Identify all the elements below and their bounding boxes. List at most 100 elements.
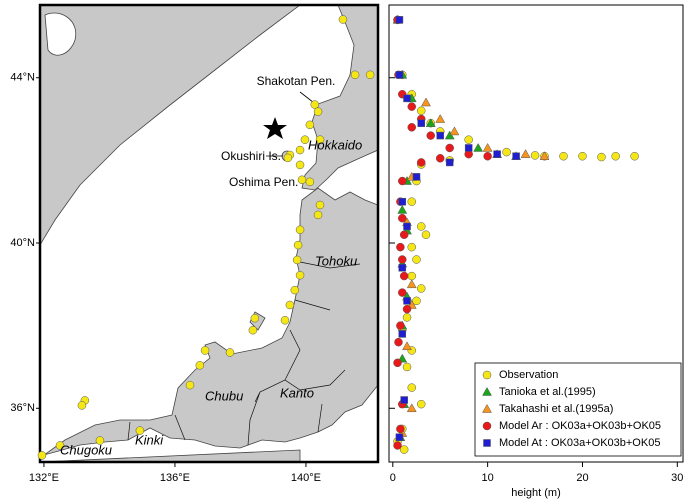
marker (248, 325, 258, 335)
marker (597, 152, 606, 162)
annotation: Tohoku (315, 253, 357, 268)
marker (406, 403, 417, 413)
marker (630, 151, 639, 161)
marker (55, 441, 65, 450)
plot-frame (388, 4, 684, 463)
marker (407, 271, 417, 281)
x-tick-label: 136°E (160, 472, 190, 484)
marker (350, 70, 360, 80)
marker (482, 421, 492, 431)
marker (400, 396, 408, 404)
marker (295, 270, 305, 280)
marker (195, 361, 205, 370)
marker (406, 279, 417, 289)
marker (412, 255, 421, 264)
x-tick-label: 140°E (291, 472, 321, 484)
annotation: Oshima Pen. (229, 175, 298, 189)
marker (305, 177, 315, 187)
legend-label: Tanioka et al.(1995) (499, 386, 596, 398)
marker (407, 123, 417, 132)
marker (395, 71, 404, 79)
marker (435, 114, 446, 123)
marker (396, 424, 405, 434)
marker (483, 439, 491, 447)
marker (416, 158, 426, 167)
marker (293, 240, 303, 250)
marker (502, 147, 511, 157)
marker (530, 151, 540, 160)
marker (338, 15, 348, 24)
marker (403, 297, 411, 305)
marker (396, 321, 405, 330)
marker (399, 271, 409, 281)
marker (398, 176, 407, 186)
marker (493, 150, 501, 158)
marker (399, 445, 409, 454)
annotation: Hokkaido (308, 137, 362, 152)
annotation: Shakotan Pen. (257, 74, 336, 88)
marker (402, 313, 412, 322)
marker (426, 131, 435, 140)
marker (283, 153, 293, 163)
plot-points (392, 14, 639, 454)
legend-box (474, 362, 682, 457)
marker (539, 151, 550, 160)
marker (200, 346, 210, 355)
marker (416, 106, 426, 116)
marker (295, 160, 305, 170)
marker (402, 341, 412, 351)
legend-label: Observation (499, 369, 558, 381)
marker (482, 403, 492, 413)
x-tick-label: 20 (576, 472, 588, 484)
marker (412, 296, 421, 306)
map-points (37, 15, 375, 460)
epicenter-star (263, 117, 287, 139)
marker (398, 330, 407, 338)
x-tick-label: 10 (482, 472, 494, 484)
marker (398, 288, 407, 297)
annotation: Chugoku (60, 442, 112, 457)
x-tick-label: 0 (390, 472, 396, 484)
marker (520, 149, 531, 158)
marker (445, 158, 454, 167)
map-frame (38, 3, 380, 464)
marker (185, 380, 195, 390)
annotation: Chubu (205, 388, 243, 403)
marker (512, 152, 520, 160)
marker (445, 143, 454, 153)
marker (416, 222, 426, 231)
marker (295, 145, 305, 155)
marker (365, 70, 375, 80)
marker (412, 173, 421, 181)
marker (435, 154, 445, 163)
marker (300, 135, 310, 144)
legend-label: Model Ar : OK03a+OK03b+OK05 (499, 420, 661, 432)
marker (310, 100, 320, 109)
marker (417, 119, 425, 127)
marker (611, 151, 620, 161)
marker (559, 151, 568, 161)
marker (482, 386, 492, 396)
marker (416, 284, 426, 293)
marker (315, 200, 325, 210)
marker (290, 285, 300, 295)
marker (399, 230, 409, 239)
marker (407, 242, 417, 252)
marker (37, 451, 47, 460)
marker (398, 197, 407, 206)
marker (398, 264, 407, 272)
marker (398, 213, 407, 223)
marker (396, 242, 405, 252)
marker (407, 383, 417, 392)
marker (464, 135, 473, 144)
annotation: Kanto (280, 385, 314, 400)
marker (473, 142, 484, 152)
marker (77, 401, 87, 410)
marker (250, 313, 260, 323)
x-axis-label: height (m) (511, 487, 561, 499)
marker (483, 151, 492, 161)
x-tick-label: 132°E (29, 472, 59, 484)
map-land (40, 5, 378, 462)
marker (135, 426, 145, 435)
marker (395, 16, 404, 24)
